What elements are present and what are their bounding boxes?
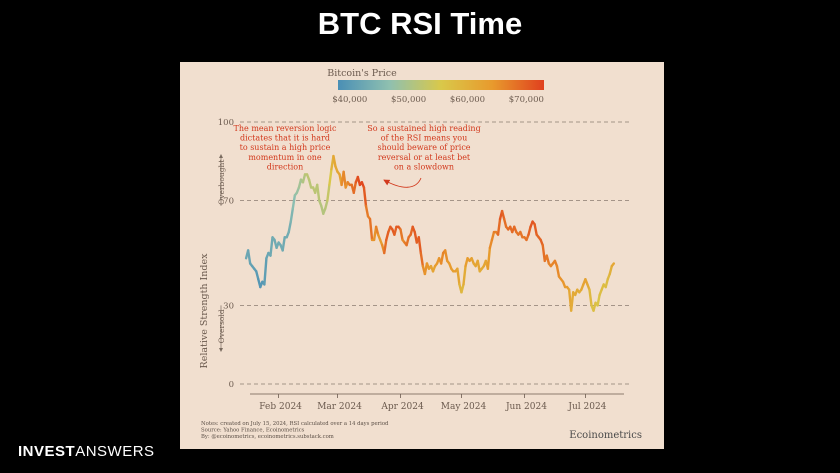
rsi-line-segment — [610, 262, 616, 268]
rsi-line-segment — [263, 257, 268, 286]
rsi-line-segment — [417, 236, 423, 255]
annotation-line: on a slowdown — [394, 162, 454, 171]
source-brand: Ecoinometrics — [569, 430, 642, 441]
slide-title: BTC RSI Time — [317, 6, 523, 41]
rsi-line-segment — [419, 251, 425, 268]
annotation-line: direction — [267, 162, 303, 171]
rsi-line-segment — [588, 288, 593, 307]
brand-part-1: INVEST — [18, 443, 76, 460]
overbought-label: Overbought — [217, 160, 226, 205]
rsi-line-segment — [362, 186, 368, 208]
colorbar-tick-label: $40,000 — [332, 95, 367, 105]
rsi-line-segment — [545, 254, 551, 265]
rsi-chart: Bitcoin's Price $40,000 $50,000 $60,000 $70… — [199, 68, 642, 441]
x-tick-label: Jul 2024 — [567, 402, 606, 412]
rsi-line-segment — [289, 207, 295, 223]
rsi-line-segment — [608, 264, 614, 276]
rsi-line-segment — [246, 249, 252, 265]
rsi-line-segment — [569, 291, 575, 312]
rsi-line-segment — [596, 293, 601, 307]
rsi-line-segment — [291, 194, 297, 210]
rsi-line-segment — [326, 183, 331, 202]
annotation: So a sustained high reading of the RSI me… — [367, 124, 480, 171]
annotation: The mean reversion logic dictates that it… — [234, 124, 337, 171]
rsi-line-segment — [368, 217, 374, 242]
rsi-line-segment — [496, 217, 502, 236]
rsi-line-segment — [541, 243, 546, 263]
annotation-line: of the RSI means you — [381, 134, 468, 143]
rsi-line-segment — [307, 178, 313, 189]
rsi-line-segment — [324, 199, 329, 210]
rsi-line-segment — [488, 238, 494, 249]
chart-note: Notes: created on July 15, 2024, RSI cal… — [201, 421, 389, 427]
y-axis-label: Relative Strength Index — [199, 253, 210, 369]
annotation-line: to sustain a high price — [240, 143, 331, 152]
rsi-line-segment — [502, 217, 508, 229]
x-tick-label: Feb 2024 — [259, 402, 302, 412]
y-tick-label: 100 — [218, 118, 234, 128]
rsi-line-segment — [460, 283, 465, 294]
rsi-line-segment — [533, 222, 538, 236]
chart-note: By: @ecoinometrics, ecoinometrics.substa… — [201, 433, 334, 440]
rsi-line-segment — [352, 181, 358, 194]
colorbar-tick-label: $70,000 — [509, 95, 544, 105]
x-tick-label: May 2024 — [441, 402, 487, 412]
rsi-line-segment — [385, 230, 390, 242]
rsi-line-segment — [604, 277, 609, 289]
rsi-line-segment — [527, 225, 532, 236]
rsi-line-segment — [301, 173, 307, 184]
annotation-line: reversal or at least bet — [378, 153, 471, 162]
brand-logo: INVESTANSWERS — [18, 443, 155, 460]
y-tick-label: 70 — [223, 197, 234, 207]
chart-note: Source: Yahoo Finance, Ecoinometrics — [201, 428, 305, 434]
annotation-line: So a sustained high reading — [367, 124, 480, 133]
annotation-line: momentum in one — [248, 153, 322, 162]
x-tick-label: Mar 2024 — [317, 402, 362, 412]
y-tick-label: 0 — [229, 380, 234, 390]
rsi-line-segment — [476, 259, 481, 273]
chart-panel: Bitcoin's Price $40,000 $50,000 $60,000 $70… — [180, 62, 664, 449]
rsi-line-segment — [374, 225, 380, 236]
rsi-line-segment — [456, 267, 461, 286]
colorbar-tick-label: $60,000 — [450, 95, 485, 105]
rsi-line-segment — [342, 170, 347, 189]
rsi-line-segment — [486, 246, 492, 270]
rsi-line-segment — [399, 228, 404, 242]
x-tick-label: Jun 2024 — [505, 402, 547, 412]
oversold-label: Oversold — [217, 309, 226, 343]
y-tick-label: 30 — [223, 301, 234, 311]
rsi-line-segment — [444, 249, 449, 263]
rsi-line-segment — [393, 225, 398, 236]
rsi-line-segment — [490, 230, 496, 242]
rsi-line-segment — [500, 209, 506, 221]
colorbar — [338, 80, 544, 90]
rsi-line-segment — [439, 251, 445, 265]
rsi-line-segment — [316, 183, 321, 202]
rsi-line-segment — [281, 236, 286, 252]
annotation-line: should beware of price — [377, 143, 470, 152]
rsi-line-segment — [328, 167, 333, 187]
rsi-line-segment — [364, 204, 370, 218]
rsi-line-segment — [269, 236, 274, 257]
rsi-line-segment — [383, 238, 388, 255]
rsi-line-segment — [555, 264, 561, 278]
rsi-line-segment — [405, 236, 410, 247]
rsi-line-segment — [462, 264, 467, 286]
brand-part-2: ANSWERS — [75, 443, 155, 460]
rsi-line-segment — [287, 220, 292, 234]
colorbar-tick-label: $50,000 — [391, 95, 426, 105]
rsi-line-segment — [332, 154, 337, 168]
colorbar-title: Bitcoin's Price — [327, 68, 397, 79]
annotation-line: dictates that it is hard — [240, 134, 330, 143]
x-tick-label: Apr 2024 — [380, 402, 424, 412]
rsi-line-segment — [255, 270, 260, 281]
annotation-line: The mean reversion logic — [234, 124, 337, 133]
annotation-arrow — [383, 177, 422, 188]
